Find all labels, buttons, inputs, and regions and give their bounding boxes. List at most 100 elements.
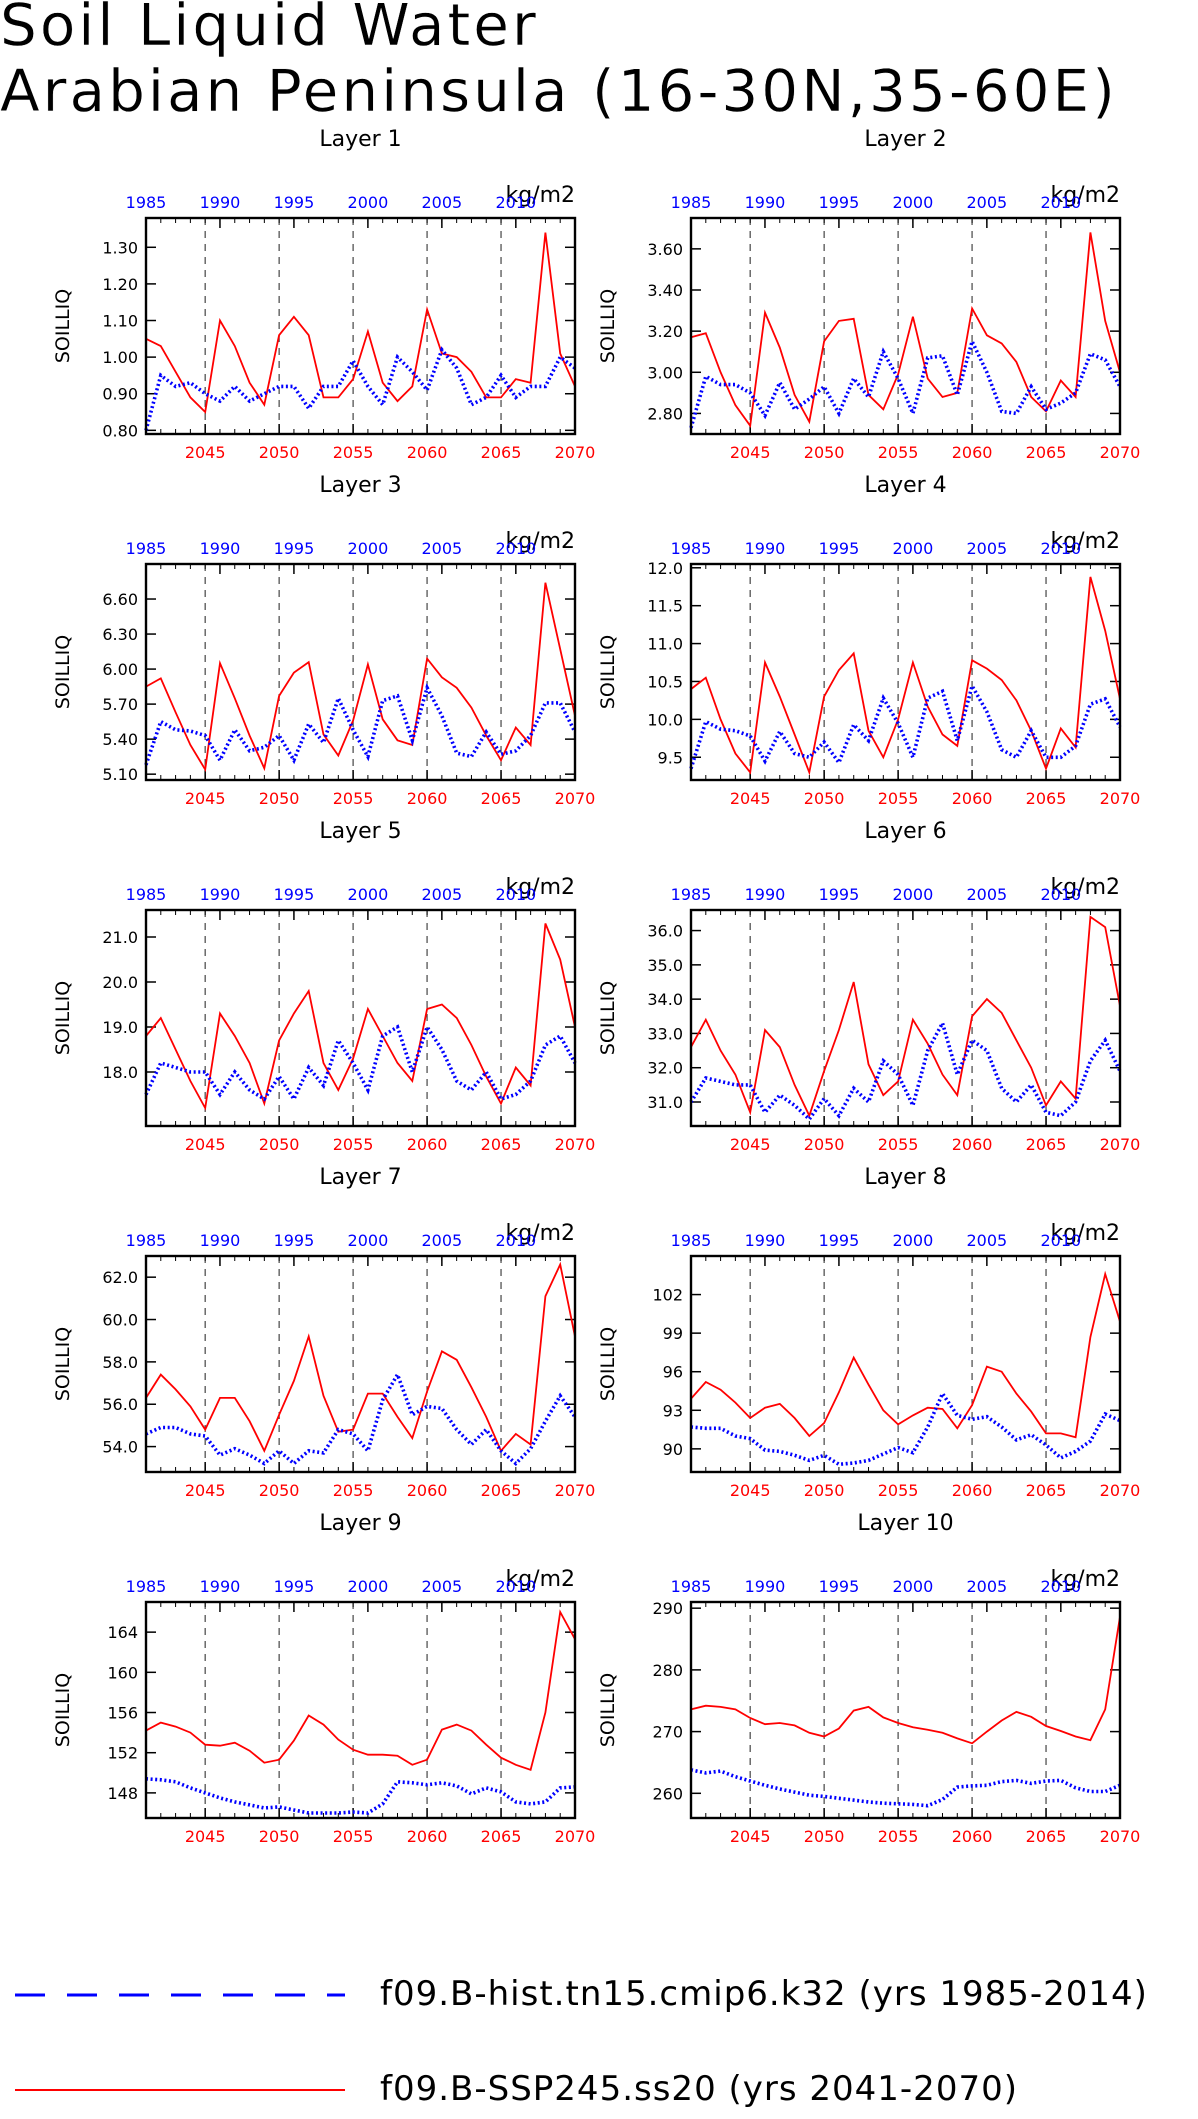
- p1-ytick-label-1.20: 1.20: [102, 275, 138, 294]
- legend-future-label: f09.B-SSP245.ss20 (yrs 2041-2070): [380, 2069, 1018, 2109]
- p3-ylabel: SOILLIQ: [52, 635, 74, 709]
- p6-ylabel: SOILLIQ: [597, 981, 619, 1055]
- p3-xtick-label-bottom-2070: 2070: [555, 789, 596, 808]
- p4-xtick-label-top-2005: 2005: [967, 539, 1008, 558]
- p4-ytick-label-11.5: 11.5: [647, 597, 683, 616]
- p2-ylabel: SOILLIQ: [597, 289, 619, 363]
- p2-series-future-line: [690, 232, 1121, 429]
- p5-series-future-line: [145, 923, 576, 1111]
- p6-ytick-label-32.0: 32.0: [647, 1059, 683, 1078]
- p10-units-label: kg/m2: [1050, 1567, 1120, 1592]
- p9-title: Layer 9: [319, 1511, 401, 1536]
- p10-ytick-label-280: 280: [652, 1661, 683, 1680]
- p3-xtick-label-top-2000: 2000: [348, 539, 389, 558]
- p6-xtick-label-bottom-2070: 2070: [1100, 1135, 1141, 1154]
- p9-xtick-label-top-2010: 2010: [495, 1577, 536, 1596]
- p3-xtick-label-bottom-2065: 2065: [481, 789, 522, 808]
- p6-xtick-label-bottom-2060: 2060: [952, 1135, 993, 1154]
- p8-xtick-label-bottom-2050: 2050: [804, 1481, 845, 1500]
- p5-ytick-label-21.0: 21.0: [102, 928, 138, 947]
- p7-xtick-label-top-2000: 2000: [348, 1231, 389, 1250]
- p7-xtick-label-bottom-2060: 2060: [407, 1481, 448, 1500]
- p7-xtick-label-top-2010: 2010: [495, 1231, 536, 1250]
- p4-xtick-label-bottom-2070: 2070: [1100, 789, 1141, 808]
- p8-series-hist-line: [690, 1389, 1121, 1467]
- p8-ylabel: SOILLIQ: [597, 1327, 619, 1401]
- p3-ytick-label-5.40: 5.40: [102, 730, 138, 749]
- p8-xtick-label-bottom-2045: 2045: [730, 1481, 771, 1500]
- p4-xtick-label-bottom-2065: 2065: [1026, 789, 1067, 808]
- p5-xtick-label-bottom-2070: 2070: [555, 1135, 596, 1154]
- p6-xtick-label-top-1990: 1990: [745, 885, 786, 904]
- p7-ytick-label-58.0: 58.0: [102, 1353, 138, 1372]
- p7-xtick-label-top-2005: 2005: [422, 1231, 463, 1250]
- p9-xtick-label-bottom-2050: 2050: [259, 1827, 300, 1846]
- p8-ytick-label-93: 93: [663, 1401, 683, 1420]
- p7-xtick-label-top-1995: 1995: [274, 1231, 315, 1250]
- p9-ytick-label-156: 156: [107, 1704, 138, 1723]
- p5-xtick-label-top-1985: 1985: [126, 885, 167, 904]
- p7-xtick-label-top-1990: 1990: [200, 1231, 241, 1250]
- p8-xtick-label-top-1995: 1995: [819, 1231, 860, 1250]
- p8-ytick-label-96: 96: [663, 1363, 683, 1382]
- p2-ytick-label-3.60: 3.60: [647, 240, 683, 259]
- p1-series-future-line: [145, 232, 576, 414]
- legend-hist-swatch: [15, 1993, 345, 1997]
- p9-xtick-label-top-1995: 1995: [274, 1577, 315, 1596]
- p9-ylabel: SOILLIQ: [52, 1673, 74, 1747]
- p8-xtick-label-bottom-2070: 2070: [1100, 1481, 1141, 1500]
- p10-plot-frame: [689, 1600, 1122, 1820]
- p4-xtick-label-top-2010: 2010: [1040, 539, 1081, 558]
- p8-ytick-label-102: 102: [652, 1286, 683, 1305]
- p1-xtick-label-top-1995: 1995: [274, 193, 315, 212]
- p1-ytick-label-0.90: 0.90: [102, 385, 138, 404]
- p10-xtick-label-bottom-2055: 2055: [878, 1827, 919, 1846]
- p10-xtick-label-bottom-2045: 2045: [730, 1827, 771, 1846]
- p9-xtick-label-top-1990: 1990: [200, 1577, 241, 1596]
- p7-ytick-label-60.0: 60.0: [102, 1311, 138, 1330]
- p10-title: Layer 10: [857, 1511, 953, 1536]
- p4-series-hist-line: [689, 681, 1122, 770]
- p9-xtick-label-top-2000: 2000: [348, 1577, 389, 1596]
- p5-title: Layer 5: [319, 819, 401, 844]
- p3-units-label: kg/m2: [505, 529, 575, 554]
- p5-xtick-label-top-2000: 2000: [348, 885, 389, 904]
- p7-xtick-label-bottom-2055: 2055: [333, 1481, 374, 1500]
- p6-xtick-label-bottom-2055: 2055: [878, 1135, 919, 1154]
- p1-plot-frame: [144, 216, 577, 436]
- p4-xtick-label-bottom-2055: 2055: [878, 789, 919, 808]
- p8-xtick-label-top-1985: 1985: [671, 1231, 712, 1250]
- p6-xtick-label-bottom-2045: 2045: [730, 1135, 771, 1154]
- p10-xtick-label-bottom-2070: 2070: [1100, 1827, 1141, 1846]
- p2-series-hist-line: [689, 336, 1122, 429]
- p4-plot-frame: [689, 562, 1122, 782]
- p10-xtick-label-top-1995: 1995: [819, 1577, 860, 1596]
- p9-units-label: kg/m2: [505, 1567, 575, 1592]
- p2-plot-frame: [689, 216, 1122, 436]
- p6-xtick-label-top-2000: 2000: [893, 885, 934, 904]
- p2-ytick-label-3.20: 3.20: [647, 322, 683, 341]
- p9-plot-frame: [144, 1600, 577, 1820]
- p9-ytick-label-164: 164: [107, 1623, 138, 1642]
- p6-ytick-label-36.0: 36.0: [647, 922, 683, 941]
- p9-series-future-line: [145, 1609, 576, 1771]
- p4-xtick-label-bottom-2045: 2045: [730, 789, 771, 808]
- p1-xtick-label-top-1990: 1990: [200, 193, 241, 212]
- p1-series-hist-line: [144, 346, 577, 431]
- page-title-line2: Arabian Peninsula (16-30N,35-60E): [0, 57, 1118, 125]
- p3-ytick-label-5.70: 5.70: [102, 695, 138, 714]
- p5-ytick-label-20.0: 20.0: [102, 973, 138, 992]
- p1-xtick-label-bottom-2050: 2050: [259, 443, 300, 462]
- p4-series-future-line: [690, 576, 1121, 776]
- p5-series-hist-line: [144, 1022, 577, 1103]
- p2-xtick-label-top-2010: 2010: [1040, 193, 1081, 212]
- p10-xtick-label-bottom-2065: 2065: [1026, 1827, 1067, 1846]
- p6-xtick-label-top-2010: 2010: [1040, 885, 1081, 904]
- p4-xtick-label-bottom-2050: 2050: [804, 789, 845, 808]
- p7-xtick-label-bottom-2065: 2065: [481, 1481, 522, 1500]
- p8-xtick-label-bottom-2055: 2055: [878, 1481, 919, 1500]
- p1-xtick-label-top-2000: 2000: [348, 193, 389, 212]
- p5-xtick-label-bottom-2050: 2050: [259, 1135, 300, 1154]
- p3-ytick-label-6.30: 6.30: [102, 625, 138, 644]
- p1-xtick-label-bottom-2060: 2060: [407, 443, 448, 462]
